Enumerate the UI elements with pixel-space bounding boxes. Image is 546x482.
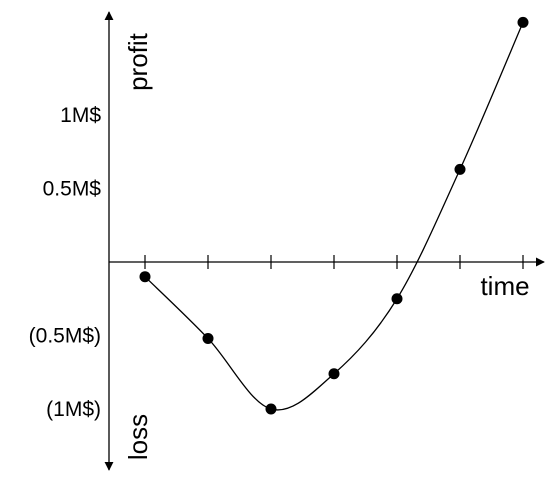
data-point [202,332,214,344]
y-tick-label: 1M$ [60,104,101,127]
y-tick-label: (0.5M$) [29,325,101,348]
data-point [454,163,466,175]
data-point [139,271,151,283]
series-line [144,22,524,411]
y-tick-labels: 1M$ 0.5M$ (0.5M$) (1M$) [29,104,102,421]
y-axis-label-loss: loss [123,414,153,460]
y-axis-label-profit: profit [123,32,153,91]
data-points [139,16,529,415]
y-tick-label: 0.5M$ [43,178,102,201]
x-tick-marks [144,255,524,269]
data-point [517,16,529,28]
data-point [328,368,340,380]
x-axis-label: time [480,271,529,301]
y-tick-label: (1M$) [46,398,101,421]
data-point [265,403,277,415]
data-point [391,293,403,305]
